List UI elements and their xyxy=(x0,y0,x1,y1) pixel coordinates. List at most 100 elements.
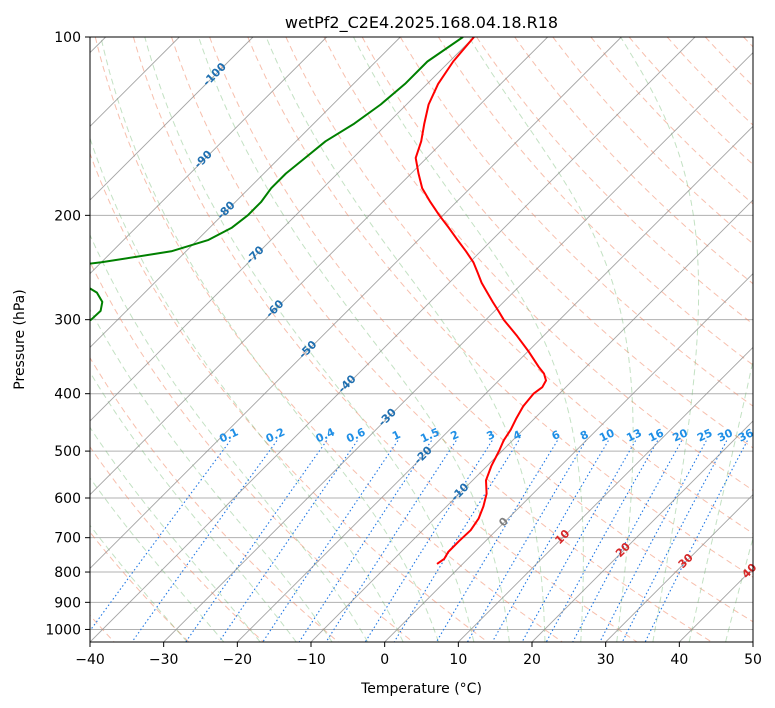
moist-adiabat xyxy=(90,136,404,642)
mixing-ratio-line xyxy=(467,440,587,642)
mixing-ratio-line xyxy=(644,440,748,642)
dry-adiabat xyxy=(437,37,753,366)
moist-adiabat xyxy=(198,37,510,642)
isotherm-line xyxy=(163,52,753,642)
isotherm-line xyxy=(90,37,475,422)
mixing-ratio-label: 36 xyxy=(736,426,756,444)
x-axis-label: Temperature (°C) xyxy=(360,681,482,697)
moist-adiabat xyxy=(100,37,439,642)
y-tick-label: 100 xyxy=(54,30,81,46)
isotherm-line xyxy=(90,37,696,642)
x-tick-label: 50 xyxy=(744,652,762,668)
mixing-ratio-line xyxy=(521,440,637,642)
mixing-ratio-label: 10 xyxy=(597,426,617,444)
moist-adiabat xyxy=(762,37,775,642)
dry-adiabat xyxy=(90,356,339,642)
y-tick-label: 700 xyxy=(54,531,81,547)
dry-adiabat xyxy=(399,37,753,407)
y-tick-label: 900 xyxy=(54,595,81,611)
dry-adiabat xyxy=(247,37,753,578)
mixing-ratio-label: 16 xyxy=(646,426,666,444)
moist-adiabat xyxy=(265,37,546,642)
isotherm-line xyxy=(90,37,622,569)
x-tick-label: −10 xyxy=(296,652,326,668)
moist-adiabat xyxy=(725,536,753,642)
profile-line xyxy=(90,37,464,322)
isotherm-line xyxy=(752,641,753,642)
y-tick-label: 600 xyxy=(54,491,81,507)
mixing-ratio-line xyxy=(218,440,358,642)
mixing-ratio-line xyxy=(185,440,328,642)
mixing-ratio-label: 25 xyxy=(695,426,714,444)
mixing-ratio-label: 30 xyxy=(716,426,736,444)
moist-adiabat xyxy=(144,37,475,642)
dry-adiabat xyxy=(285,37,753,535)
y-axis-ticks: 100 200 300 400 500 600 700 800 900 1000 xyxy=(45,30,90,638)
moist-adiabat xyxy=(90,371,297,642)
mixing-ratio-lines xyxy=(90,440,748,642)
y-tick-label: 200 xyxy=(54,208,81,224)
mixing-ratio-line xyxy=(90,440,231,632)
mixing-ratio-line xyxy=(545,440,659,642)
dry-adiabat xyxy=(90,446,264,642)
mixing-ratio-line xyxy=(298,440,432,642)
isotherm-line xyxy=(90,37,401,348)
moist-adiabat xyxy=(688,358,753,642)
profile-line xyxy=(414,37,547,565)
x-tick-label: 20 xyxy=(523,652,541,668)
isotherm-line xyxy=(310,199,753,642)
mixing-ratio-line xyxy=(131,440,278,642)
mixing-ratio-line xyxy=(325,440,457,642)
isotherm-line xyxy=(90,37,327,275)
moist-adiabat xyxy=(353,37,584,642)
mixing-ratio-label: 13 xyxy=(624,426,643,444)
x-tick-label: −30 xyxy=(149,652,179,668)
x-tick-label: 0 xyxy=(380,652,389,668)
moist-adiabat xyxy=(90,524,188,642)
moist-adiabats xyxy=(90,37,775,642)
dry-adiabat xyxy=(209,37,753,623)
plot-area xyxy=(90,37,775,642)
x-tick-label: 30 xyxy=(597,652,615,668)
isotherm-line xyxy=(237,125,753,642)
isotherm-line xyxy=(90,37,548,496)
x-axis-ticks: −40 −30 −20 −10 0 10 20 30 40 50 xyxy=(75,642,762,668)
x-tick-label: 40 xyxy=(670,652,688,668)
x-tick-label: 10 xyxy=(449,652,467,668)
y-tick-label: 500 xyxy=(54,444,81,460)
dry-adiabat xyxy=(323,37,753,491)
moist-adiabat xyxy=(90,308,333,642)
dry-adiabat xyxy=(590,37,753,205)
moist-adiabat xyxy=(620,37,700,642)
y-tick-label: 1000 xyxy=(45,622,81,638)
isotherms xyxy=(90,37,753,642)
dry-adiabat xyxy=(90,260,414,642)
isotherm-line xyxy=(384,273,753,642)
dry-adiabat xyxy=(552,37,753,245)
mixing-ratio-label: 20 xyxy=(671,426,691,444)
x-tick-label: −40 xyxy=(75,652,105,668)
dry-adiabat xyxy=(94,37,563,642)
moist-adiabat xyxy=(90,477,225,642)
y-tick-label: 800 xyxy=(54,565,81,581)
y-tick-label: 300 xyxy=(54,313,81,329)
plot-frame xyxy=(89,36,754,643)
y-tick-label: 400 xyxy=(54,387,81,403)
pressure-grid xyxy=(90,37,753,630)
moist-adiabat xyxy=(90,426,261,642)
isotherm-line xyxy=(458,346,753,642)
mixing-ratio-line xyxy=(262,440,399,642)
profile-series xyxy=(90,37,547,565)
moist-adiabat xyxy=(90,233,369,642)
isotherm-line xyxy=(90,37,254,201)
x-tick-label: −20 xyxy=(223,652,253,668)
mixing-ratio-line xyxy=(435,440,558,642)
mixing-ratio-line xyxy=(491,440,609,642)
chart-title: wetPf2_C2E4.2025.168.04.18.R18 xyxy=(285,13,558,33)
isotherm-line xyxy=(531,420,753,642)
y-axis-label: Pressure (hPa) xyxy=(12,289,28,389)
dry-adiabat xyxy=(171,37,712,642)
dry-adiabat xyxy=(132,37,638,642)
isotherm-line xyxy=(605,494,753,642)
